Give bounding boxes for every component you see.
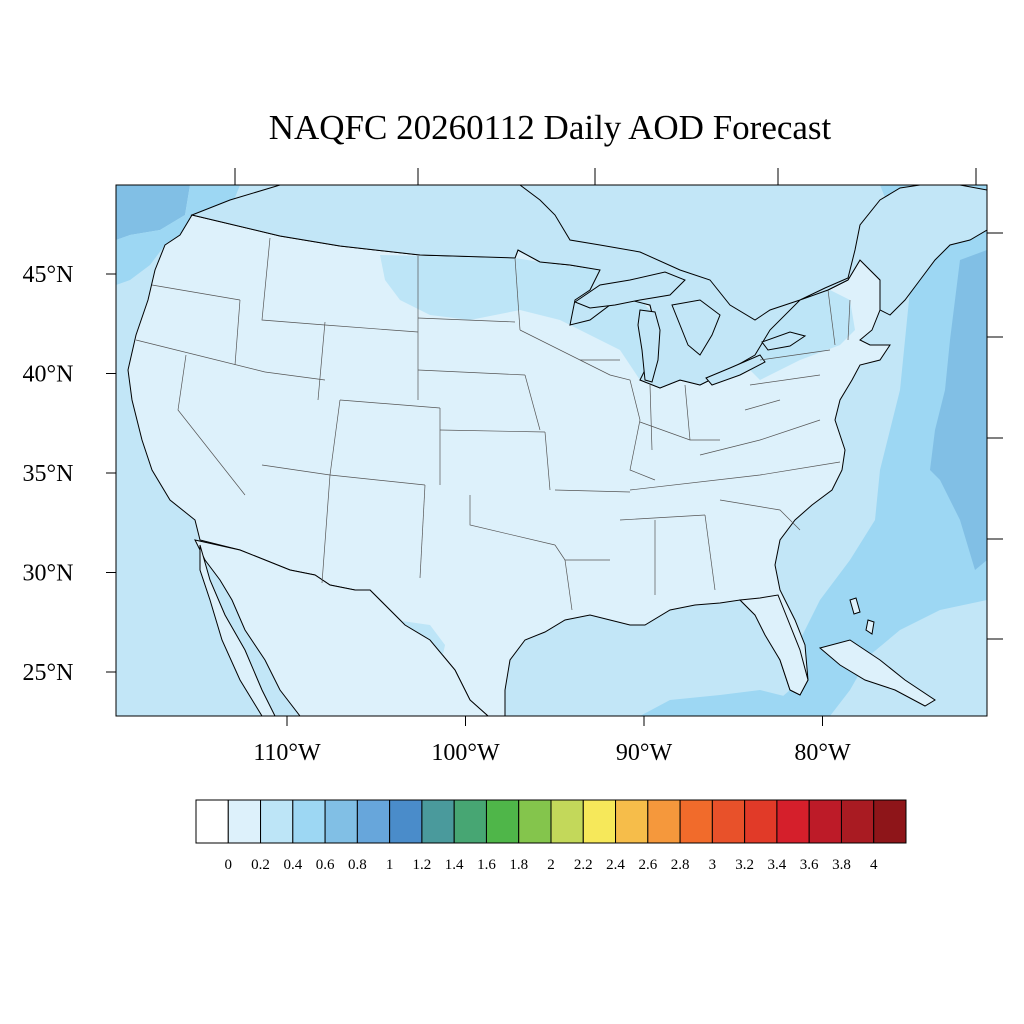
colorbar-label: 0 [225,857,233,873]
land-baja [199,544,276,716]
colorbar-box [485,799,520,844]
aod-zone-pnw-0.6 [116,185,190,240]
colorbar-label: 0.4 [283,857,302,873]
lat-tick-label: 25°N [23,660,74,686]
colorbar-box [550,799,584,844]
colorbar-label: 2 [547,857,555,873]
aod-zone-atlantic-0.6 [930,250,987,570]
colorbar-label: 1.4 [445,857,464,873]
aod-colorbar: 0 0.2 0.4 0.6 0.8 1 1.2 1.4 1.6 1.8 2 2.2 2.4 2.6 2.8 3… [195,799,907,873]
colorbar-label: 1.2 [413,857,432,873]
colorbar-box [260,799,294,844]
land-cuba [818,639,936,707]
lake-erie [705,354,766,386]
colorbar-box [647,799,681,844]
lon-tick-label: 100°W [431,740,500,766]
colorbar-label: 0.6 [316,857,335,873]
lake-ontario [761,331,807,351]
colorbar-label: 3.6 [800,857,819,873]
colorbar-label: 2.6 [638,857,657,873]
colorbar-box [679,799,713,844]
colorbar-label: 3.8 [832,857,851,873]
lat-tick-label: 30°N [23,561,74,587]
colorbar-box [227,799,262,844]
colorbar-label: 0.2 [251,857,270,873]
land-mexico [194,539,489,716]
colorbar-label: 1.6 [477,857,496,873]
colorbar-label: 4 [870,857,878,873]
colorbar-label: 2.2 [574,857,593,873]
colorbar-label: 2.4 [606,857,625,873]
lon-tick-label: 90°W [616,740,673,766]
colorbar-label: 3.2 [735,857,754,873]
land-canada [190,185,987,389]
lon-tick-label: 80°W [794,740,851,766]
colorbar-label: 1 [386,857,394,873]
colorbar-label: 3 [709,857,717,873]
colorbar-box [744,799,778,844]
map-field [116,185,987,716]
colorbar-label: 3.4 [768,857,787,873]
colorbar-box [453,799,487,844]
colorbar-box [356,799,391,844]
lake-superior [573,271,686,309]
land-bahamas [849,597,875,635]
colorbar-box [776,799,810,844]
map-axes: 45°N 40°N 35°N 30°N 25°N 110°W 100°W 90°W 80°W [23,168,1003,766]
aod-zone-atlantic-0.4 [760,185,987,716]
lat-tick-label: 40°N [23,362,74,388]
map-frame [115,184,988,717]
map-title: NAQFC 20260112 Daily AOD Forecast [268,108,832,147]
colorbar-box [389,799,423,844]
colorbar-box [808,799,842,844]
colorbar-box [518,799,552,844]
lake-michigan [637,309,661,383]
lat-tick-label: 45°N [23,262,74,288]
state-borders [135,237,851,611]
colorbar-box [292,799,326,844]
colorbar-box [840,799,875,844]
lake-huron [671,299,721,356]
aod-zone-gulf-0.4 [640,690,800,716]
colorbar-box [582,799,617,844]
colorbar-box [195,799,229,844]
colorbar-box [711,799,746,844]
colorbar-label: 1.8 [509,857,528,873]
colorbar-box [421,799,455,844]
land-florida [738,594,809,696]
colorbar-label: 0.8 [348,857,367,873]
colorbar-box [615,799,649,844]
lat-tick-label: 35°N [23,461,74,487]
colorbar-box [873,799,907,844]
colorbar-box [324,799,358,844]
lon-tick-label: 110°W [253,740,321,766]
colorbar-label: 2.8 [671,857,690,873]
